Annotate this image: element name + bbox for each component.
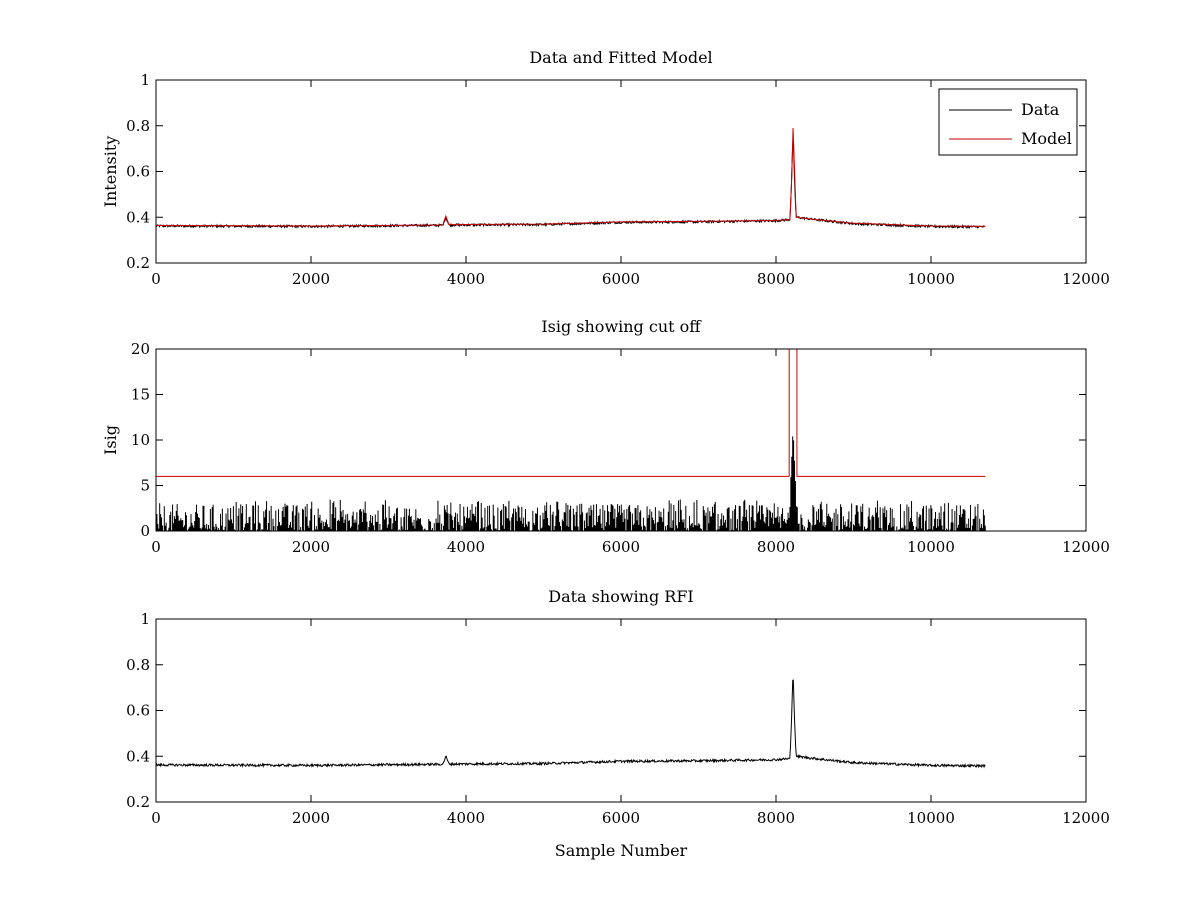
plot-area xyxy=(156,128,986,230)
x-tick-label: 2000 xyxy=(292,809,330,827)
y-tick-label: 0 xyxy=(140,522,150,540)
panel-data-and-fitted-model: Data and Fitted Model Intensity 0 2000 400… xyxy=(101,48,1110,288)
y-tick-label: 0.6 xyxy=(126,163,150,181)
panel-data-showing-rfi: Data showing RFI Sample Number 0 2000 4000… xyxy=(126,587,1110,860)
y-tick-label: 0.2 xyxy=(126,793,150,811)
y-tick-label: 15 xyxy=(131,386,150,404)
x-tick-label: 4000 xyxy=(447,538,485,556)
plot-area xyxy=(156,349,986,531)
x-tick-label: 10000 xyxy=(907,270,955,288)
y-axis-label: Intensity xyxy=(101,136,120,208)
x-tick-label: 4000 xyxy=(447,270,485,288)
y-tick-label: 0.8 xyxy=(126,117,150,135)
series-data xyxy=(156,679,986,769)
chart-title: Data and Fitted Model xyxy=(529,48,712,67)
x-tick-label: 6000 xyxy=(602,538,640,556)
x-tick-label: 10000 xyxy=(907,809,955,827)
chart-title: Isig showing cut off xyxy=(541,317,702,336)
legend-box xyxy=(938,88,1078,156)
x-tick-label: 12000 xyxy=(1062,809,1110,827)
series-model xyxy=(156,128,986,227)
x-tick-label: 12000 xyxy=(1062,270,1110,288)
legend: Data Model xyxy=(938,88,1078,156)
x-tick-label: 6000 xyxy=(602,270,640,288)
y-tick-label: 0.6 xyxy=(126,702,150,720)
x-tick-label: 4000 xyxy=(447,809,485,827)
series-isig xyxy=(156,436,986,531)
x-axis-label: Sample Number xyxy=(555,841,688,860)
x-tick-label: 8000 xyxy=(757,270,795,288)
y-tick-label: 1 xyxy=(140,71,150,89)
y-axis-label: Isig xyxy=(101,425,120,455)
x-tick-label: 8000 xyxy=(757,538,795,556)
series-cut-off xyxy=(156,349,986,477)
x-tick-label: 12000 xyxy=(1062,538,1110,556)
y-tick-label: 10 xyxy=(131,431,150,449)
x-tick-label: 0 xyxy=(151,538,161,556)
x-tick-label: 2000 xyxy=(292,538,330,556)
x-tick-label: 8000 xyxy=(757,809,795,827)
y-tick-label: 0.8 xyxy=(126,656,150,674)
x-tick-label: 0 xyxy=(151,270,161,288)
x-tick-label: 0 xyxy=(151,809,161,827)
x-tick-label: 6000 xyxy=(602,809,640,827)
panel-isig-showing-cut-off: Isig showing cut off Isig 0 2000 4000 6000 8… xyxy=(101,317,1110,556)
chart-title: Data showing RFI xyxy=(548,587,693,606)
legend-label-data: Data xyxy=(1021,100,1060,119)
y-tick-label: 5 xyxy=(140,477,150,495)
plot-area xyxy=(156,679,986,769)
legend-label-model: Model xyxy=(1021,129,1072,148)
y-tick-label: 20 xyxy=(131,340,150,358)
y-tick-label: 0.4 xyxy=(126,747,150,765)
x-tick-label: 10000 xyxy=(907,538,955,556)
y-tick-label: 0.4 xyxy=(126,208,150,226)
y-tick-label: 0.2 xyxy=(126,254,150,272)
y-tick-label: 1 xyxy=(140,610,150,628)
x-tick-label: 2000 xyxy=(292,270,330,288)
